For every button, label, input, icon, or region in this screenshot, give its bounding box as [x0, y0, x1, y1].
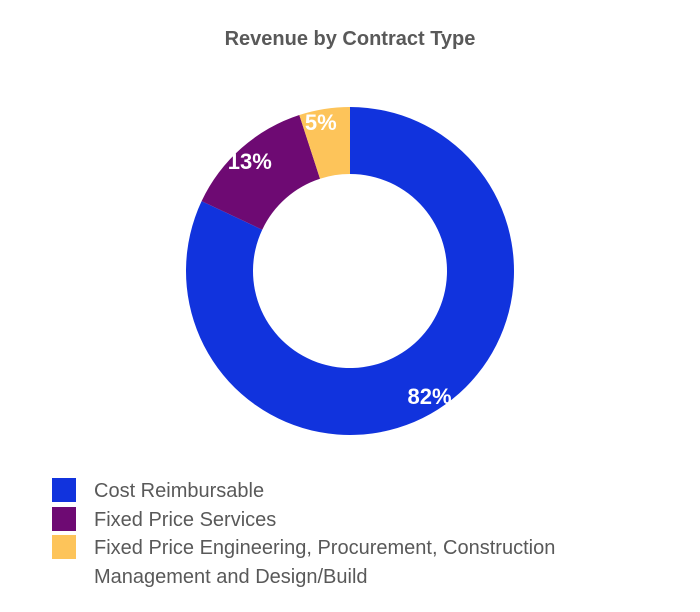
legend-item: Cost Reimbursable — [52, 477, 672, 506]
legend: Cost Reimbursable Fixed Price Services Fix… — [52, 477, 672, 591]
chart-title: Revenue by Contract Type — [224, 28, 476, 50]
slice-cost-reimbursable — [186, 107, 514, 435]
legend-swatch — [52, 535, 76, 559]
legend-label: Fixed Price Services — [94, 508, 277, 531]
legend-label: Fixed Price Engineering, Procurement, Co… — [94, 537, 556, 588]
legend-swatch — [52, 478, 76, 502]
data-label-fixed-price-epc: 5% — [305, 110, 337, 135]
slice-fixed-price-epc — [299, 107, 350, 179]
donut-slices — [186, 107, 514, 435]
legend-item: Fixed Price Engineering, Procurement, Co… — [52, 534, 672, 591]
legend-item: Fixed Price Services — [52, 506, 672, 535]
slice-fixed-price-services — [201, 115, 321, 230]
data-label-cost-reimbursable: 82% — [408, 384, 452, 409]
data-label-fixed-price-services: 13% — [228, 149, 272, 174]
donut-chart: 82% 13% 5% — [186, 107, 514, 435]
slice-labels: 82% 13% 5% — [228, 110, 452, 409]
legend-label: Cost Reimbursable — [94, 480, 265, 502]
legend-swatch — [52, 506, 76, 531]
